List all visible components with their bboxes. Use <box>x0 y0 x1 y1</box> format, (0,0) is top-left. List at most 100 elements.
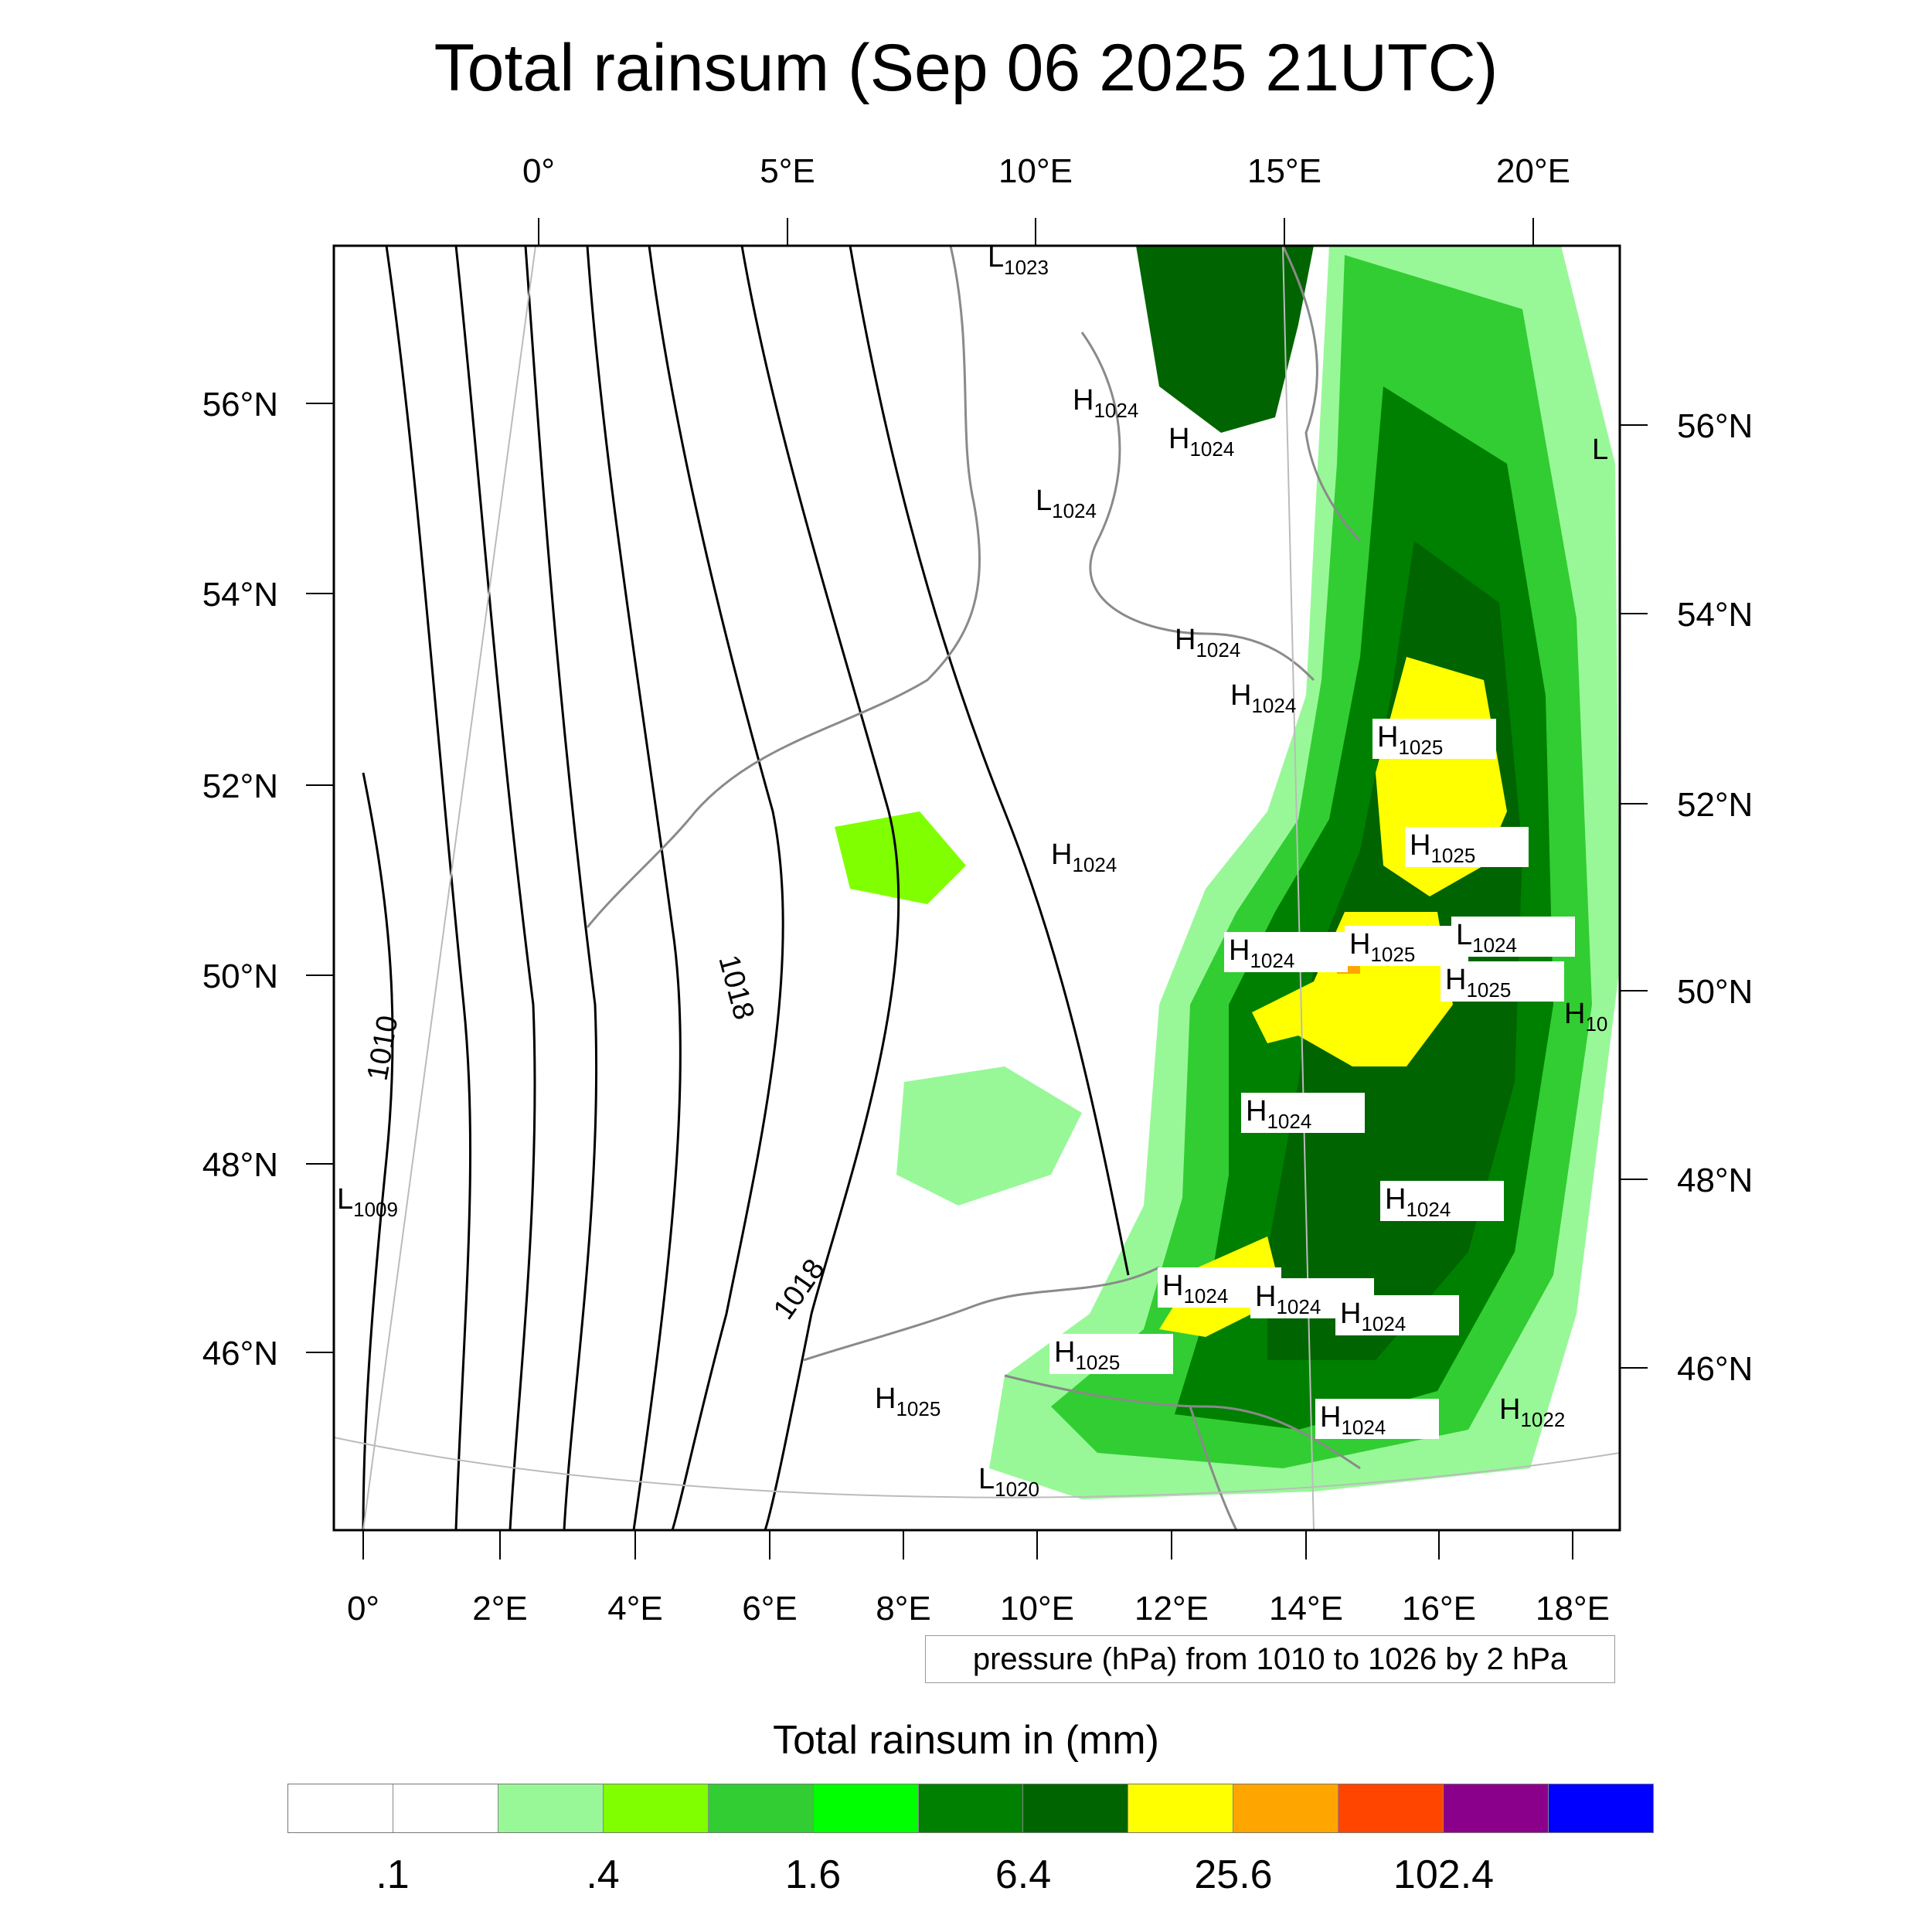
svg-text:H1024: H1024 <box>1255 1281 1321 1318</box>
colorbar-swatch <box>288 1784 393 1832</box>
colorbar-swatch <box>1444 1784 1549 1832</box>
left-axis-label: 52°N <box>202 767 278 805</box>
svg-text:H1024: H1024 <box>1073 384 1138 422</box>
svg-text:H1024: H1024 <box>1229 934 1294 972</box>
right-axis-label: 52°N <box>1677 786 1753 824</box>
pressure-center: L1009 <box>337 1183 398 1221</box>
colorbar-swatch <box>1233 1784 1339 1832</box>
svg-text:H1024: H1024 <box>1230 679 1296 717</box>
colorbar-swatch <box>813 1784 919 1832</box>
pressure-center: L <box>1592 434 1608 466</box>
bottom-axis-label: 2°E <box>472 1590 527 1628</box>
colorbar-swatch <box>603 1784 709 1832</box>
pressure-center: H1024 <box>1168 423 1234 461</box>
pressure-centers: L1023 H1024 H1024 L1024 H1024 H1024 H102… <box>337 241 1608 1501</box>
svg-text:H1024: H1024 <box>1246 1095 1311 1133</box>
left-axis-label: 48°N <box>202 1146 278 1184</box>
right-axis-label: 48°N <box>1677 1162 1753 1199</box>
svg-text:H1024: H1024 <box>1340 1298 1406 1335</box>
svg-text:H1025: H1025 <box>1445 964 1511 1002</box>
colorbar-title: Total rainsum in (mm) <box>773 1718 1159 1763</box>
colorbar-swatch <box>708 1784 814 1832</box>
svg-text:H1024: H1024 <box>1168 423 1234 461</box>
pressure-center: H1025 <box>1405 827 1529 867</box>
svg-text:L1009: L1009 <box>337 1183 398 1221</box>
left-axis-label: 46°N <box>202 1335 278 1372</box>
svg-text:L1023: L1023 <box>988 241 1049 279</box>
pressure-center: H1024 <box>1051 838 1117 876</box>
colorbar-label: 1.6 <box>784 1852 842 1897</box>
top-axis-label: 20°E <box>1496 152 1570 190</box>
colorbar-swatch <box>918 1784 1024 1832</box>
right-axis-label: 56°N <box>1677 407 1753 445</box>
rain-west-patch-1 <box>835 811 966 904</box>
svg-text:H10: H10 <box>1564 998 1607 1036</box>
pressure-center: H1024 <box>1175 624 1240 662</box>
colorbar-swatch <box>1549 1784 1653 1832</box>
svg-text:H1025: H1025 <box>1410 829 1475 867</box>
right-axis-label: 46°N <box>1677 1350 1753 1388</box>
pressure-center: L1024 <box>1451 917 1575 957</box>
svg-text:H1024: H1024 <box>1385 1183 1451 1221</box>
svg-text:H1024: H1024 <box>1320 1401 1386 1439</box>
right-axis-label: 54°N <box>1677 596 1753 634</box>
bottom-axis-label: 6°E <box>742 1590 797 1628</box>
colorbar-label: 6.4 <box>995 1852 1052 1897</box>
isobars <box>362 246 1130 1530</box>
pressure-center: H1024 <box>1224 932 1348 972</box>
svg-text:H1025: H1025 <box>1054 1336 1120 1374</box>
axis-ticks <box>306 218 1648 1560</box>
svg-text:L1020: L1020 <box>978 1463 1039 1501</box>
svg-text:L: L <box>1592 434 1608 466</box>
rain-west-patch-2 <box>896 1066 1082 1206</box>
bottom-axis-label: 10°E <box>1000 1590 1074 1628</box>
svg-text:H1025: H1025 <box>1349 928 1415 966</box>
map-border <box>332 244 1621 1532</box>
colorbar <box>287 1784 1654 1833</box>
colorbar-label: 102.4 <box>1393 1852 1495 1897</box>
colorbar-label: .4 <box>586 1852 620 1897</box>
pressure-center: L1020 <box>978 1463 1039 1501</box>
pressure-center: H1022 <box>1499 1393 1565 1431</box>
svg-text:H1022: H1022 <box>1499 1393 1565 1431</box>
coastlines <box>586 246 1362 1530</box>
pressure-center: L1023 <box>988 241 1049 279</box>
svg-text:L1024: L1024 <box>1036 485 1097 522</box>
colorbar-swatch <box>393 1784 498 1832</box>
colorbar-swatch <box>1338 1784 1444 1832</box>
pressure-center: H1024 <box>1315 1399 1439 1439</box>
colorbar-label: .1 <box>376 1852 410 1897</box>
pressure-center: H10 <box>1564 998 1607 1036</box>
pressure-center: H1025 <box>1345 926 1468 966</box>
left-axis-label: 54°N <box>202 576 278 614</box>
colorbar-swatch <box>1023 1784 1129 1832</box>
pressure-center: H1025 <box>1049 1334 1173 1374</box>
bottom-axis-label: 14°E <box>1269 1590 1343 1628</box>
svg-text:H1024: H1024 <box>1162 1270 1228 1308</box>
top-axis-label: 0° <box>522 152 555 190</box>
svg-text:L1024: L1024 <box>1456 919 1517 957</box>
pressure-center: L1024 <box>1036 485 1097 522</box>
svg-text:H1024: H1024 <box>1051 838 1117 876</box>
left-axis-label: 50°N <box>202 957 278 995</box>
pressure-center: H1025 <box>875 1383 940 1420</box>
pressure-center: H1024 <box>1335 1295 1459 1335</box>
top-axis-label: 10°E <box>998 152 1073 190</box>
chart-title: Total rainsum (Sep 06 2025 21UTC) <box>434 31 1498 105</box>
bottom-axis-label: 16°E <box>1402 1590 1476 1628</box>
bottom-axis-label: 0° <box>347 1590 379 1628</box>
top-axis-label: 5°E <box>760 152 815 190</box>
pressure-info-box: pressure (hPa) from 1010 to 1026 by 2 hP… <box>925 1635 1615 1683</box>
pressure-center: H1024 <box>1073 384 1138 422</box>
colorbar-label: 25.6 <box>1194 1852 1273 1897</box>
top-axis-label: 15°E <box>1247 152 1321 190</box>
right-axis-label: 50°N <box>1677 973 1753 1011</box>
pressure-center: H1024 <box>1230 679 1296 717</box>
bottom-axis-label: 8°E <box>876 1590 930 1628</box>
rain-north-cluster <box>1136 246 1314 433</box>
svg-text:H1024: H1024 <box>1175 624 1240 662</box>
svg-text:H1025: H1025 <box>1377 721 1443 759</box>
pressure-center: H1025 <box>1372 719 1496 759</box>
pressure-center: H1025 <box>1440 961 1564 1002</box>
